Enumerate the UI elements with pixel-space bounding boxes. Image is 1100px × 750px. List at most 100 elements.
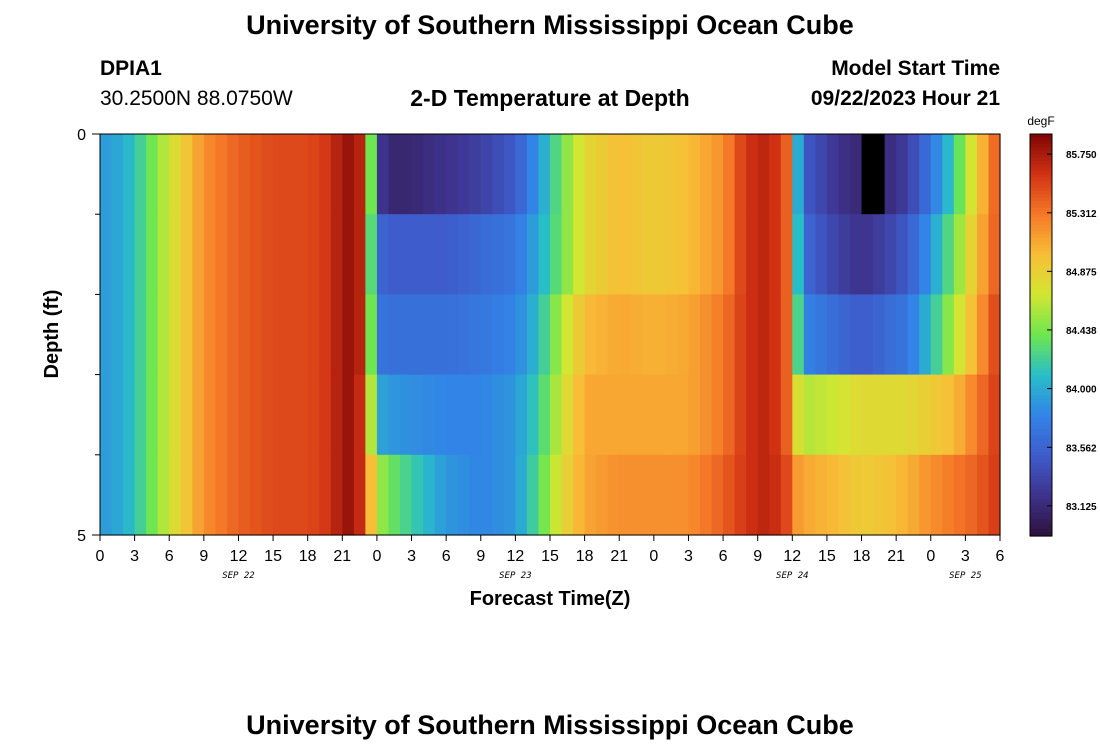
heatmap-cell	[169, 214, 182, 295]
heatmap-cell	[157, 454, 170, 536]
heatmap-cell	[353, 374, 366, 456]
colorbar-segment	[1030, 257, 1052, 262]
heatmap-cell	[123, 214, 136, 295]
heatmap-cell	[630, 294, 643, 376]
heatmap-cell	[965, 294, 978, 376]
colorbar-segment	[1030, 415, 1052, 420]
heatmap-cell	[111, 214, 124, 295]
heatmap-cell	[400, 294, 413, 376]
heatmap-cell	[146, 294, 159, 376]
heatmap-cell	[826, 454, 840, 536]
heatmap-cell	[907, 134, 920, 215]
heatmap-cell	[976, 134, 990, 215]
heatmap-cell	[619, 294, 632, 376]
heatmap-cell	[988, 214, 1001, 295]
colorbar-segment	[1030, 338, 1052, 343]
heatmap-cell	[884, 374, 897, 456]
heatmap-cell	[838, 294, 851, 376]
heatmap-cell	[596, 134, 609, 215]
heatmap-cell	[930, 214, 943, 295]
colorbar-tick-label: 83.562	[1066, 443, 1097, 454]
colorbar-segment	[1030, 371, 1052, 376]
x-tick-label: 6	[996, 548, 1005, 565]
x-tick-label: 12	[506, 548, 524, 565]
heatmap-cell	[584, 454, 597, 536]
heatmap-cell	[296, 374, 309, 456]
colorbar-segment	[1030, 251, 1052, 256]
colorbar-segment	[1030, 254, 1052, 259]
heatmap-cell	[123, 134, 136, 215]
colorbar-segment	[1030, 150, 1052, 155]
heatmap-cell	[688, 134, 701, 215]
heatmap-cell	[826, 214, 840, 295]
colorbar-segment	[1030, 180, 1052, 185]
page-title: University of Southern Mississippi Ocean…	[246, 10, 854, 40]
heatmap-cell	[226, 134, 240, 215]
colorbar-segment	[1030, 147, 1052, 152]
colorbar-segment	[1030, 509, 1052, 514]
heatmap-cell	[884, 294, 897, 376]
heatmap-cell	[411, 134, 424, 215]
colorbar-segment	[1030, 355, 1052, 360]
heatmap-cell	[365, 454, 378, 536]
heatmap-cell	[192, 214, 205, 295]
heatmap-cell	[157, 214, 170, 295]
heatmap-cell	[515, 454, 528, 536]
heatmap-cell	[250, 374, 263, 456]
heatmap-cell	[480, 454, 493, 536]
colorbar-segment	[1030, 298, 1052, 303]
heatmap-cell	[307, 294, 320, 376]
heatmap-cell	[711, 454, 724, 536]
heatmap-cell	[492, 214, 505, 295]
colorbar-tick-label: 85.750	[1066, 150, 1097, 161]
colorbar-segment	[1030, 489, 1052, 494]
colorbar-segment	[1030, 365, 1052, 370]
colorbar-segment	[1030, 465, 1052, 470]
heatmap-cell	[157, 294, 170, 376]
heatmap-cell	[423, 214, 436, 295]
colorbar-segment	[1030, 170, 1052, 175]
colorbar-segment	[1030, 308, 1052, 313]
colorbar-segment	[1030, 388, 1052, 393]
heatmap-cell	[134, 214, 147, 295]
colorbar-tick-label: 84.000	[1066, 385, 1097, 396]
heatmap-cell	[469, 454, 482, 536]
heatmap-cell	[342, 454, 355, 536]
heatmap-cell	[492, 294, 505, 376]
colorbar-tick-label: 85.312	[1066, 209, 1097, 220]
heatmap-cell	[700, 454, 713, 536]
heatmap-cell	[376, 134, 390, 215]
colorbar-segment	[1030, 140, 1052, 145]
heatmap-cell	[342, 294, 355, 376]
heatmap-cell	[896, 214, 909, 295]
heatmap-cell	[365, 294, 378, 376]
colorbar-unit: degF	[1027, 114, 1054, 128]
heatmap-cell	[411, 294, 424, 376]
colorbar-segment	[1030, 529, 1052, 534]
heatmap-cell	[400, 134, 413, 215]
heatmap-cell	[561, 374, 574, 456]
heatmap-cell	[250, 214, 263, 295]
x-axis-label: Forecast Time(Z)	[470, 588, 631, 610]
heatmap-cell	[423, 134, 436, 215]
heatmap-cell	[538, 214, 551, 295]
colorbar-segment	[1030, 278, 1052, 282]
heatmap-cell	[792, 214, 805, 295]
x-tick-label: 12	[783, 548, 801, 565]
heatmap-cell	[953, 454, 966, 536]
heatmap-cell	[411, 374, 424, 456]
heatmap-cell	[919, 214, 932, 295]
colorbar-segment	[1030, 314, 1052, 319]
heatmap-cell	[376, 374, 390, 456]
colorbar-segment	[1030, 438, 1052, 443]
colorbar-segment	[1030, 324, 1052, 329]
y-tick-label: 0	[77, 127, 86, 144]
colorbar-segment	[1030, 412, 1052, 416]
heatmap-cell	[896, 454, 909, 536]
heatmap-cell	[250, 134, 263, 215]
heatmap-cell	[388, 294, 401, 376]
heatmap-cell	[850, 294, 863, 376]
heatmap-cell	[642, 294, 655, 376]
colorbar-segment	[1030, 281, 1052, 286]
colorbar-segment	[1030, 318, 1052, 323]
